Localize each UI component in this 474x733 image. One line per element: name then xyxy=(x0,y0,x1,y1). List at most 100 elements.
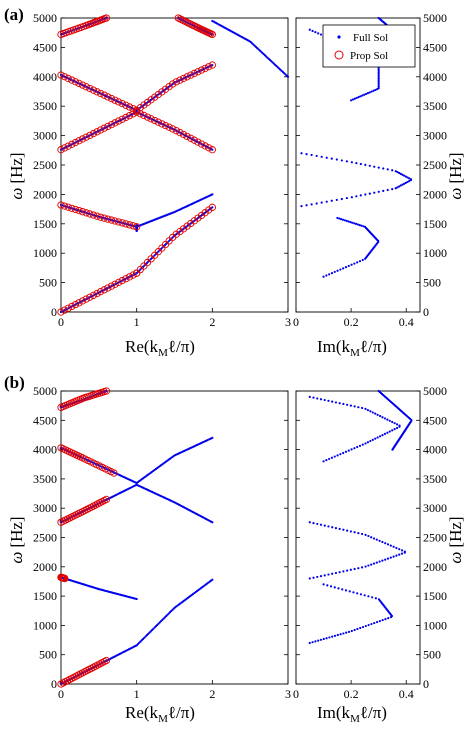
panel-a-im-full-point xyxy=(386,168,389,171)
panel-a-re-prop-point xyxy=(78,135,87,143)
panel-a-re-prop-point xyxy=(129,222,137,230)
legend-prop-marker xyxy=(334,50,344,60)
panel-b-xlabel-im: Im(kMℓ/π) xyxy=(317,703,387,725)
panel-b-im-full-point xyxy=(322,637,325,641)
panel-b-im-full-point xyxy=(363,594,366,597)
panel-b-im-full-point xyxy=(339,633,342,636)
panel-b-im-full-point xyxy=(381,618,384,622)
panel-b-im-full-point xyxy=(371,411,374,414)
panel-a-im-full-point xyxy=(370,90,373,93)
panel-a-im-full-point xyxy=(364,193,367,196)
panel-b-im-full-point xyxy=(370,536,373,539)
panel-b-im-full-point xyxy=(369,410,372,413)
panel-a-im-full-point xyxy=(345,196,349,200)
panel-a-im-full-point xyxy=(377,83,380,87)
panel-a-im-full-point xyxy=(322,275,325,278)
panel-a-re-prop-point xyxy=(172,127,180,135)
panel-b-im-full-point xyxy=(353,628,356,632)
panel-a-im-full-point xyxy=(404,181,407,184)
panel-b-re-prop-point xyxy=(110,469,118,477)
panel-a-re-full-point xyxy=(211,206,214,209)
panel-b-re-ytick-label: 5000 xyxy=(33,384,57,398)
panel-a-im-full-point xyxy=(396,186,399,189)
panel-b-re-ytick-label: 4500 xyxy=(33,413,57,427)
panel-b-im-full-point xyxy=(392,545,395,548)
panel-b-im-full-point xyxy=(372,562,376,565)
panel-b-im-full-point xyxy=(331,400,334,403)
panel-b-im-full-point xyxy=(389,616,393,619)
panel-b-im-full-point xyxy=(346,569,349,572)
panel-a-im-full-point xyxy=(353,262,356,265)
panel-b-re-ytick-label: 0 xyxy=(51,677,57,691)
panel-a-re-xtick-label: 0 xyxy=(58,315,64,329)
panel-b-im-full-point xyxy=(312,576,315,579)
panel-a-ylabel-omega: ω xyxy=(7,188,26,200)
panel-b-im-xtick-label: 0.4 xyxy=(399,687,414,701)
panel-b-im-full-point xyxy=(376,436,379,439)
panel-b-im-full-point xyxy=(371,596,374,599)
panel-a-re-xtick-label: 3 xyxy=(285,315,291,329)
panel-b-im-full-point xyxy=(350,629,353,633)
panel-b-im-full-point xyxy=(342,632,345,635)
panel-b-im-full-point xyxy=(360,566,364,569)
panel-b-im-full-point xyxy=(364,442,367,445)
panel-a-im-full-point xyxy=(310,153,313,157)
panel-b-re-ytick-label: 2000 xyxy=(33,560,57,574)
panel-a-re-prop-point xyxy=(176,76,184,84)
panel-a-im-full-point xyxy=(300,152,303,155)
panel-a-im-full-point xyxy=(359,194,362,197)
panel-b-im-full-point xyxy=(314,640,317,643)
panel-b-re-ytick-label: 1500 xyxy=(33,589,57,603)
panel-b-im-full-point xyxy=(374,597,377,600)
panel-a-re-prop-point xyxy=(75,79,83,88)
panel-b-ylabel-units: [Hz] xyxy=(7,516,26,547)
panel-b-im-full-point xyxy=(370,563,373,566)
panel-b-re-ytick-label: 3500 xyxy=(33,472,57,486)
panel-a-re-prop-point xyxy=(75,206,83,215)
panel-a-im-full-point xyxy=(340,159,343,162)
panel-a-im-full-point xyxy=(314,31,317,34)
panel-b-re-prop-point xyxy=(102,387,111,395)
panel-a-im-full-point xyxy=(350,263,353,266)
panel-a-im-full-point xyxy=(386,188,389,192)
panel-a-im-full-point xyxy=(335,158,338,161)
panel-b-im-full-point xyxy=(367,534,370,538)
panel-a-re-frame xyxy=(60,17,289,313)
panel-b-re-ytick-label: 1000 xyxy=(33,618,57,632)
panel-b-im-full-point xyxy=(371,438,374,441)
panel-a-im-ytick-label: 3000 xyxy=(423,129,447,143)
panel-a-im-full-point xyxy=(311,29,314,33)
panel-a-re-prop-point xyxy=(68,204,76,212)
panel-b-im-full-point xyxy=(366,408,370,412)
panel-b-ylabel-omega: ω xyxy=(7,552,26,564)
panel-a-re-prop-point xyxy=(60,202,69,210)
panel-a-re-prop-point xyxy=(64,142,72,150)
panel-a-re-ytick-label: 4500 xyxy=(33,40,57,54)
panel-b-im-full-point xyxy=(316,575,319,579)
panel-a-re-prop-point xyxy=(143,113,152,121)
panel-a-im-full-point xyxy=(330,157,333,160)
panel-a-re-prop-point xyxy=(93,88,101,96)
panel-a-re-ytick-label: 500 xyxy=(39,276,57,290)
panel-b-im-full-point xyxy=(366,441,370,444)
panel-b-im-xtick-label: 0 xyxy=(293,687,299,701)
panel-a-im-full-point xyxy=(300,205,303,208)
panel-a-re-prop-point xyxy=(71,300,80,309)
panel-a-re-xtick-label: 1 xyxy=(134,315,140,329)
panel-b-im-full-point xyxy=(360,406,364,410)
panel-b-im-full-point xyxy=(381,540,384,544)
panel-a-re-prop-point xyxy=(71,138,80,147)
panel-a-im-full-point xyxy=(406,176,409,179)
panel-a-im-full-point xyxy=(368,91,371,94)
panel-a-im-full-point xyxy=(391,188,394,191)
panel-a-ylabel: ω [Hz] ω [Hz] xyxy=(7,152,465,199)
panel-b-im-full-point xyxy=(384,617,387,621)
panel-a-im-full-point xyxy=(364,257,367,260)
panel-a-re-prop-point xyxy=(187,71,195,79)
panel-a-re-prop-point xyxy=(89,291,98,300)
panel-b-im-full-point xyxy=(374,437,377,440)
panel-b-im-full-point xyxy=(342,528,345,531)
panel-a-im-full-point xyxy=(350,196,353,199)
panel-a-im-full-point xyxy=(377,77,380,80)
panel-b-re-xtick-label: 1 xyxy=(134,687,140,701)
